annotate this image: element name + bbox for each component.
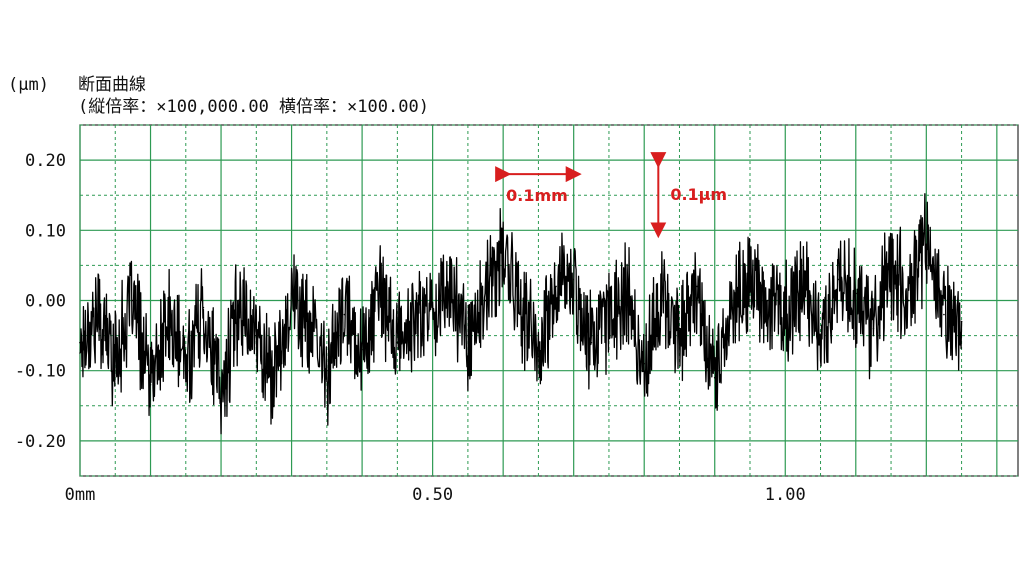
series-point-39 [766,299,769,302]
series-point-20 [431,306,434,309]
series-point-47 [907,299,910,302]
series-point-29 [590,341,593,344]
chart-subtitle: (縦倍率：×100,000.00 横倍率：×100.00) [78,97,429,117]
series-point-49 [943,313,945,316]
annotation-label-horizontal: 0.1mm [506,186,568,205]
series-point-40 [784,320,787,323]
series-point-44 [854,292,857,295]
series-point-22 [467,334,469,337]
series-point-32 [643,362,646,365]
series-line-0 [79,193,963,435]
y-tick-label-2: 0.00 [25,292,66,312]
series-point-21 [449,285,452,288]
series-point-23 [484,299,487,302]
series-point-35 [696,285,698,288]
series-point-10 [255,334,258,337]
series-point-45 [872,327,875,330]
series-point-25 [519,306,522,309]
annotation-label-vertical: 0.1μm [670,185,727,204]
series-point-48 [925,243,928,246]
trace-layer [79,193,963,435]
series-point-36 [713,376,716,379]
series-point-16 [361,348,363,351]
series-point-28 [572,278,575,281]
y-tick-label-1: 0.10 [25,221,66,241]
series-point-46 [890,264,892,267]
y-unit-label: (μm) [8,75,49,95]
series-point-11 [273,376,275,379]
series-point-34 [678,327,681,330]
series-point-37 [731,306,734,309]
tick-layer: 0.20 0.10 0.00 -0.10 -0.20 0mm 0.50 1.00 [15,151,806,505]
series-point-18 [396,341,399,344]
series-point-43 [837,278,839,281]
x-tick-label-1: 0.50 [412,485,453,505]
series-point-3 [132,299,134,302]
series-point-31 [625,292,628,295]
series-point-8 [220,397,222,400]
x-tick-label-0: 0mm [65,485,96,505]
series-point-41 [802,285,804,288]
annotation-layer: 0.1mm 0.1μm [495,152,727,239]
series-point-30 [608,313,610,316]
chart-title: 断面曲線 [78,75,146,95]
series-point-17 [378,292,381,295]
series-point-50 [960,320,963,323]
y-tick-label-4: -0.20 [15,432,66,452]
series-point-19 [414,320,416,323]
series-point-5 [167,320,169,323]
series-point-15 [343,313,346,316]
series-point-2 [114,355,117,358]
series-point-6 [184,362,187,365]
series-point-0 [79,341,81,344]
series-point-27 [555,285,557,288]
series-point-1 [96,313,99,316]
series-point-12 [290,292,293,295]
series-point-42 [819,334,822,337]
y-tick-label-0: 0.20 [25,151,66,171]
x-tick-label-2: 1.00 [765,485,806,505]
series-point-24 [502,250,504,253]
series-point-33 [661,299,663,302]
series-point-14 [326,369,328,372]
y-tick-label-3: -0.10 [15,362,66,382]
series-point-26 [537,355,540,358]
series-point-4 [149,383,152,386]
series-point-7 [202,306,205,309]
series-point-9 [237,299,240,302]
series-point-13 [308,327,311,330]
series-point-38 [749,278,751,281]
